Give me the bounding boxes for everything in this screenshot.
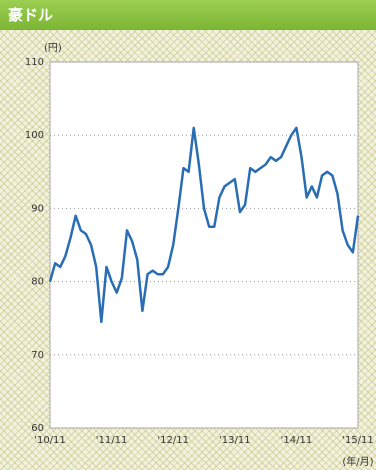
x-tick-label: '13/11: [219, 435, 251, 446]
y-tick-label: 60: [31, 423, 44, 434]
y-tick-label: 100: [25, 130, 44, 141]
y-tick-label: 110: [25, 57, 44, 68]
x-tick-label: '10/11: [34, 435, 66, 446]
x-unit: (年/月): [342, 455, 373, 468]
x-tick-label: '15/11: [342, 435, 374, 446]
chart-title: 豪ドル: [0, 0, 376, 30]
plot-area: [49, 61, 359, 429]
y-unit: (円): [44, 43, 62, 54]
y-tick-label: 70: [31, 350, 44, 361]
x-tick-label: '12/11: [157, 435, 189, 446]
y-tick-label: 90: [31, 203, 44, 214]
x-tick-label: '14/11: [281, 435, 313, 446]
line: [48, 126, 360, 324]
y-tick-label: 80: [31, 277, 44, 288]
x-tick-label: '11/11: [96, 435, 128, 446]
